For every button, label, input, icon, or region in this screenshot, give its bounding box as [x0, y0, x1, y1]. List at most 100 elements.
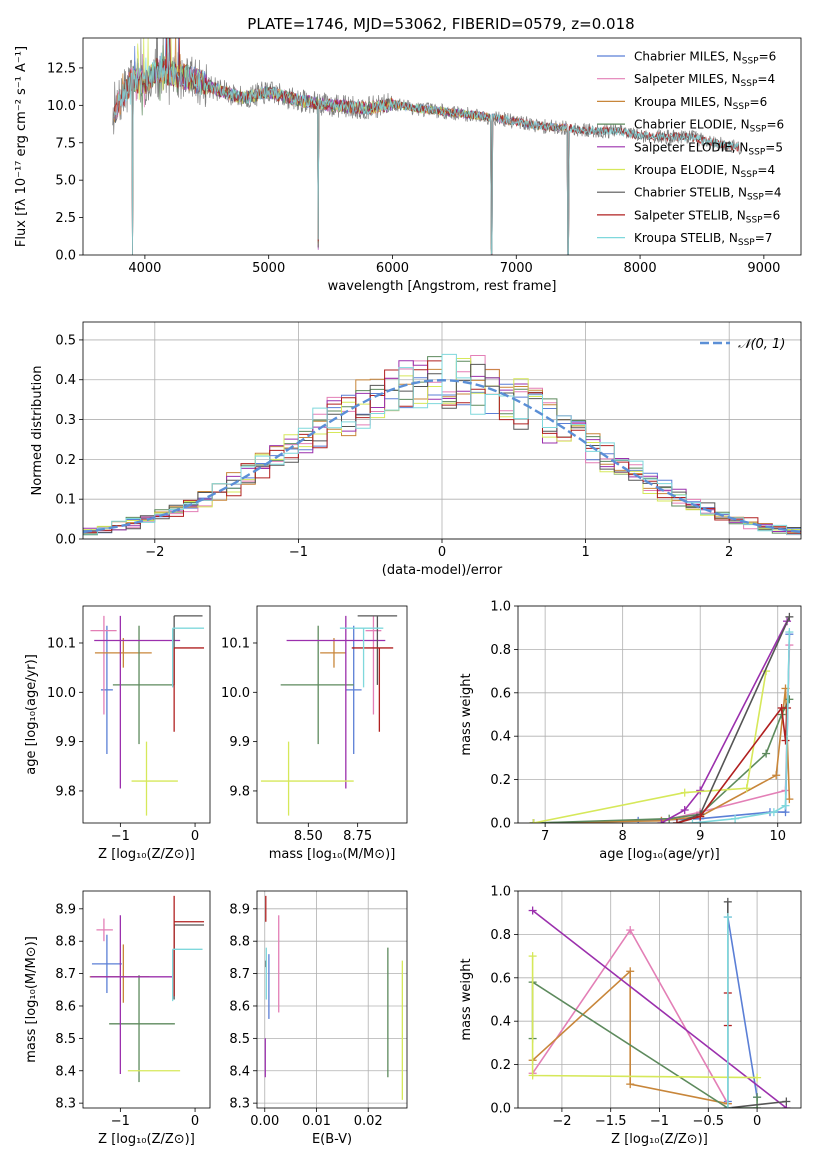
axes-frame [82, 321, 802, 540]
mass-weight-line [661, 620, 788, 823]
axes-frame [256, 605, 408, 824]
legend-label-count: =6 [759, 50, 777, 64]
y-tick-label: 0.2 [55, 453, 76, 468]
plus-marker [753, 1073, 762, 1082]
y-tick-label: 8.9 [229, 902, 250, 917]
legend-label-name: Chabrier ELODIE, N [634, 118, 750, 132]
legend-label-name: Salpeter MILES, N [634, 72, 741, 86]
plus-marker [731, 814, 740, 823]
plot-area [83, 353, 801, 536]
y-tick-label: 0.2 [490, 773, 511, 788]
x-tick-label: 2 [725, 545, 733, 560]
plot-area [112, 38, 742, 255]
y-axis-label: Flux [fλ 10⁻¹⁷ erg cm⁻² s⁻¹ A⁻¹] [14, 46, 29, 247]
plot-area [89, 895, 205, 1083]
plus-marker [696, 812, 705, 821]
y-tick-label: 10.1 [47, 636, 76, 651]
y-tick-label: 0.4 [490, 1015, 511, 1030]
y-tick-label: 10.0 [47, 99, 76, 114]
legend-label: Chabrier MILES, NSSP=6 [634, 50, 776, 67]
legend-label-name: Salpeter ELODIE, N [634, 140, 748, 154]
plus-marker [528, 1071, 537, 1080]
error-bar-marker [173, 895, 205, 997]
plus-marker [626, 926, 635, 935]
plus-marker [529, 819, 538, 823]
x-axis-label: wavelength [Angstrom, rest frame] [328, 279, 557, 294]
y-tick-label: 7.5 [55, 136, 76, 151]
legend: 𝒩(0, 1) [700, 337, 785, 352]
y-tick-label: 0.2 [490, 1058, 511, 1073]
x-tick-label: 0.02 [354, 1114, 383, 1129]
grid-lines [257, 891, 407, 1108]
x-axis-label: (data-model)/error [382, 563, 503, 578]
legend-label: Salpeter MILES, NSSP=4 [634, 72, 775, 89]
x-tick-label: 5000 [252, 261, 285, 276]
legend-label-name: Kroupa MILES, N [634, 95, 733, 109]
plot-area [528, 897, 791, 1108]
plus-marker [782, 1097, 791, 1106]
plot-area [90, 615, 205, 816]
error-bar-marker [286, 615, 386, 789]
axes-weight-vs-Z: −2 −1.5 −1 −0.5 0 0.0 0.2 0.4 0.6 0.8 1.0 Z [log₁₀(… [459, 885, 802, 1147]
y-tick-label: 0.0 [490, 1102, 511, 1117]
model-spectrum-line [113, 38, 739, 255]
y-tick-label: 10.1 [221, 636, 250, 651]
legend-label-count: =4 [764, 186, 782, 200]
legend-label: Salpeter ELODIE, NSSP=5 [634, 140, 783, 157]
plus-marker [769, 808, 778, 817]
x-tick-label: 6000 [376, 261, 409, 276]
axes-mass-vs-ebv: 0.00 0.01 0.02 8.3 8.4 8.5 8.6 8.7 8.8 8.9 E(B-V) [229, 890, 408, 1147]
legend-label: 𝒩(0, 1) [738, 337, 785, 352]
y-axis-label: mass [log₁₀(M/M⊙)] [24, 936, 39, 1063]
plot-area [264, 895, 403, 1100]
x-tick-label: 8 [619, 829, 627, 844]
error-bar-marker [112, 625, 175, 745]
x-axis-label: Z [log₁₀(Z/Z⊙)] [611, 1132, 708, 1147]
normal-distribution-curve [83, 378, 801, 534]
legend-label-sub: SSP [741, 79, 758, 89]
axes-frame [82, 605, 211, 824]
plus-marker [723, 897, 732, 906]
mass-weight-line [676, 705, 788, 823]
mass-weight-line [533, 634, 791, 823]
y-tick-label: 8.6 [55, 999, 76, 1014]
plus-marker [688, 819, 697, 823]
x-tick-label: −2 [145, 545, 164, 560]
legend-label-sub: SSP [747, 193, 764, 203]
y-axis-label: mass weight [459, 673, 474, 755]
legend-label-count: =6 [750, 95, 768, 109]
error-bar-marker [89, 944, 150, 1003]
plus-marker [762, 749, 771, 758]
mass-weight-line [532, 969, 728, 1105]
x-tick-label: 8.50 [294, 829, 323, 844]
legend-label: Chabrier STELIB, NSSP=4 [634, 186, 782, 203]
y-tick-label: 8.7 [55, 967, 76, 982]
x-tick-label: −1 [111, 829, 130, 844]
error-bar-marker [351, 647, 394, 732]
x-tick-label: −1 [111, 1114, 130, 1129]
y-tick-label: 0.4 [490, 730, 511, 745]
legend-label-count: =6 [766, 118, 784, 132]
legend-label-count: =4 [757, 163, 775, 177]
y-tick-label: 0.8 [490, 928, 511, 943]
legend-label: Kroupa STELIB, NSSP=7 [634, 231, 772, 248]
plus-marker [528, 952, 537, 961]
plus-marker [680, 788, 689, 797]
plus-marker [723, 1104, 732, 1108]
error-bar-marker [280, 625, 354, 745]
error-bar-marker [96, 918, 113, 942]
axes-frame [517, 605, 802, 824]
y-tick-label: 8.5 [229, 1032, 250, 1047]
plus-marker [528, 906, 537, 915]
x-tick-label: 9 [696, 829, 704, 844]
x-tick-label: 7000 [500, 261, 533, 276]
y-tick-label: 1.0 [490, 600, 511, 615]
plot-area [529, 612, 794, 823]
legend-label: Kroupa ELODIE, NSSP=4 [634, 163, 775, 180]
plus-marker [785, 612, 794, 621]
error-bar-marker [357, 615, 398, 685]
error-bar-marker [173, 647, 205, 732]
legend-label: Kroupa MILES, NSSP=6 [634, 95, 767, 112]
legend-label: Chabrier ELODIE, NSSP=6 [634, 118, 784, 135]
